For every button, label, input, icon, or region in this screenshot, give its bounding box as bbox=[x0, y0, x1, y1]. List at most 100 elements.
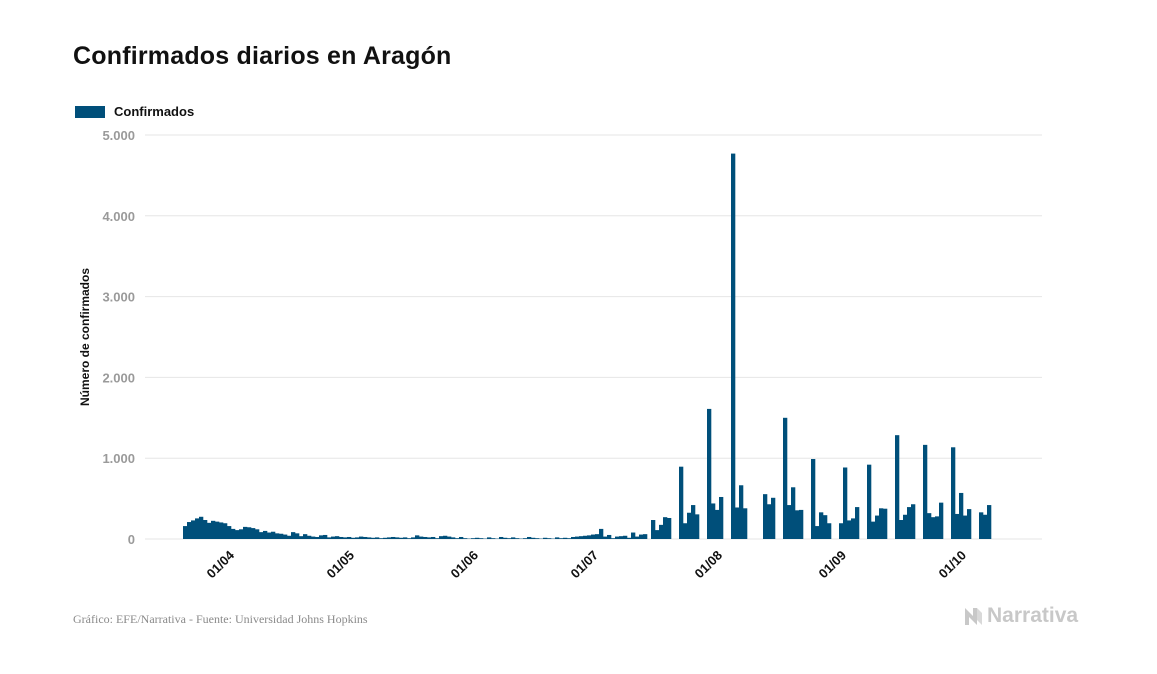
bar bbox=[247, 527, 252, 539]
bar bbox=[935, 516, 940, 539]
bar bbox=[855, 507, 860, 539]
bar bbox=[507, 538, 512, 539]
bar bbox=[631, 532, 636, 539]
bar bbox=[823, 515, 828, 539]
bar bbox=[575, 536, 580, 539]
bar bbox=[899, 520, 904, 539]
bar bbox=[499, 536, 504, 539]
bar bbox=[251, 528, 256, 539]
bar bbox=[847, 520, 852, 539]
bar bbox=[623, 535, 628, 539]
bar bbox=[923, 444, 928, 539]
bar bbox=[355, 537, 360, 539]
bar bbox=[739, 485, 744, 539]
bar bbox=[387, 537, 392, 539]
bar bbox=[691, 505, 696, 539]
bar bbox=[263, 530, 268, 539]
y-tick-label: 1.000 bbox=[102, 451, 135, 466]
bar bbox=[903, 514, 908, 539]
bar bbox=[615, 536, 620, 539]
narrativa-logo: Narrativa bbox=[963, 604, 1078, 628]
bar bbox=[843, 467, 848, 539]
bar bbox=[411, 537, 416, 539]
y-axis-ticks: 0 1.000 2.000 3.000 4.000 5.000 bbox=[102, 128, 135, 547]
bars bbox=[183, 153, 992, 540]
chart-title: Confirmados diarios en Aragón bbox=[73, 42, 452, 70]
bar bbox=[395, 537, 400, 539]
bar bbox=[951, 447, 956, 539]
bar bbox=[363, 536, 368, 539]
bar bbox=[407, 538, 412, 539]
bar bbox=[607, 534, 612, 539]
bar bbox=[347, 536, 352, 539]
bar bbox=[239, 529, 244, 539]
bar bbox=[463, 538, 468, 539]
bar bbox=[283, 534, 288, 539]
bar bbox=[439, 536, 444, 539]
bar bbox=[695, 514, 700, 539]
narrativa-n-icon bbox=[965, 607, 982, 625]
bar bbox=[567, 538, 572, 539]
bar bbox=[787, 505, 792, 539]
bar bbox=[639, 534, 644, 539]
bar bbox=[611, 538, 616, 539]
y-tick-label: 5.000 bbox=[102, 128, 135, 143]
bar bbox=[719, 496, 724, 539]
bar bbox=[599, 528, 604, 539]
bar bbox=[707, 408, 712, 539]
bar bbox=[399, 537, 404, 539]
bar bbox=[687, 512, 692, 539]
bar bbox=[515, 538, 520, 539]
bar bbox=[983, 514, 988, 539]
bar bbox=[475, 537, 480, 539]
bar bbox=[627, 537, 632, 539]
bar bbox=[231, 528, 236, 539]
bar bbox=[339, 536, 344, 539]
bar bbox=[415, 535, 420, 539]
bar bbox=[523, 538, 528, 539]
legend: Confirmados bbox=[75, 104, 194, 119]
bar bbox=[619, 536, 624, 539]
legend-label: Confirmados bbox=[114, 104, 195, 119]
bar bbox=[559, 538, 564, 539]
bar bbox=[307, 535, 312, 539]
bar bbox=[967, 509, 972, 539]
bar bbox=[591, 534, 596, 539]
gridlines bbox=[145, 134, 1042, 540]
bar bbox=[191, 520, 196, 539]
bar bbox=[287, 535, 292, 539]
bar bbox=[587, 535, 592, 539]
bar bbox=[359, 536, 364, 539]
bar bbox=[391, 536, 396, 539]
bar bbox=[219, 522, 224, 539]
bar bbox=[799, 509, 804, 539]
bar bbox=[635, 536, 640, 539]
x-tick-label: 01/07 bbox=[568, 548, 602, 582]
bar bbox=[267, 532, 272, 539]
bar bbox=[203, 520, 208, 539]
bar bbox=[603, 536, 608, 539]
bar bbox=[555, 537, 560, 539]
source-credit: Gráfico: EFE/Narrativa - Fuente: Univers… bbox=[73, 612, 368, 626]
bar bbox=[419, 536, 424, 539]
bar bbox=[207, 522, 212, 539]
x-tick-label: 01/08 bbox=[692, 548, 726, 582]
bar bbox=[791, 487, 796, 539]
bar bbox=[735, 507, 740, 539]
bar bbox=[335, 536, 340, 539]
bar bbox=[435, 538, 440, 539]
bar bbox=[235, 530, 240, 539]
bar bbox=[511, 537, 516, 539]
bar bbox=[427, 537, 432, 539]
y-tick-label: 3.000 bbox=[102, 290, 135, 305]
bar bbox=[535, 538, 540, 539]
bar bbox=[715, 509, 720, 539]
bar bbox=[487, 537, 492, 539]
bar bbox=[651, 520, 656, 539]
bar bbox=[659, 524, 664, 539]
bar bbox=[531, 537, 536, 539]
bar bbox=[319, 535, 324, 539]
bar bbox=[895, 435, 900, 539]
bar bbox=[343, 537, 348, 539]
